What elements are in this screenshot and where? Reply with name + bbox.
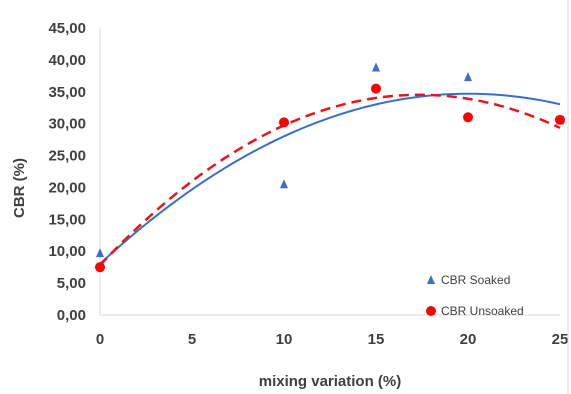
data-point	[464, 72, 472, 82]
trendline	[99, 93, 561, 267]
legend-label: CBR Soaked	[441, 273, 510, 287]
y-tick-label: 10,00	[48, 243, 86, 260]
data-point	[95, 262, 105, 273]
data-points	[95, 62, 565, 273]
x-axis-title: mixing variation (%)	[259, 373, 402, 390]
data-point	[555, 114, 565, 125]
y-tick-label: 25,00	[48, 148, 86, 165]
data-point	[96, 248, 104, 258]
x-tick-labels: 0 5 10 15 20 25	[96, 331, 569, 348]
y-tick-label: 40,00	[48, 52, 86, 69]
legend: CBR Soaked CBR Unsoaked	[426, 273, 524, 318]
x-tick-label: 15	[368, 331, 385, 348]
x-tick-label: 10	[276, 331, 293, 348]
y-tick-label: 45,00	[48, 20, 86, 37]
y-tick-label: 30,00	[48, 116, 86, 133]
x-tick-label: 0	[96, 331, 104, 348]
legend-label: CBR Unsoaked	[441, 304, 524, 318]
data-point	[463, 112, 473, 123]
x-tick-label: 20	[460, 331, 477, 348]
y-tick-label: 0,00	[57, 307, 86, 324]
data-point	[279, 117, 289, 128]
y-tick-label: 35,00	[48, 84, 86, 101]
x-tick-label: 5	[188, 331, 196, 348]
y-tick-labels: 0,00 5,00 10,00 15,00 20,00 25,00 30,00 35,00 40…	[48, 20, 86, 324]
y-tick-label: 15,00	[48, 211, 86, 228]
y-axis-title: CBR (%)	[11, 158, 28, 218]
trendlines	[99, 92, 561, 267]
data-point	[371, 83, 381, 94]
legend-marker	[426, 306, 436, 316]
y-tick-label: 20,00	[48, 179, 86, 196]
trendline	[99, 92, 561, 265]
y-tick-label: 5,00	[57, 275, 86, 292]
data-point	[372, 62, 380, 72]
data-point	[280, 179, 288, 189]
legend-marker	[427, 275, 435, 284]
x-tick-label: 25	[552, 331, 569, 348]
